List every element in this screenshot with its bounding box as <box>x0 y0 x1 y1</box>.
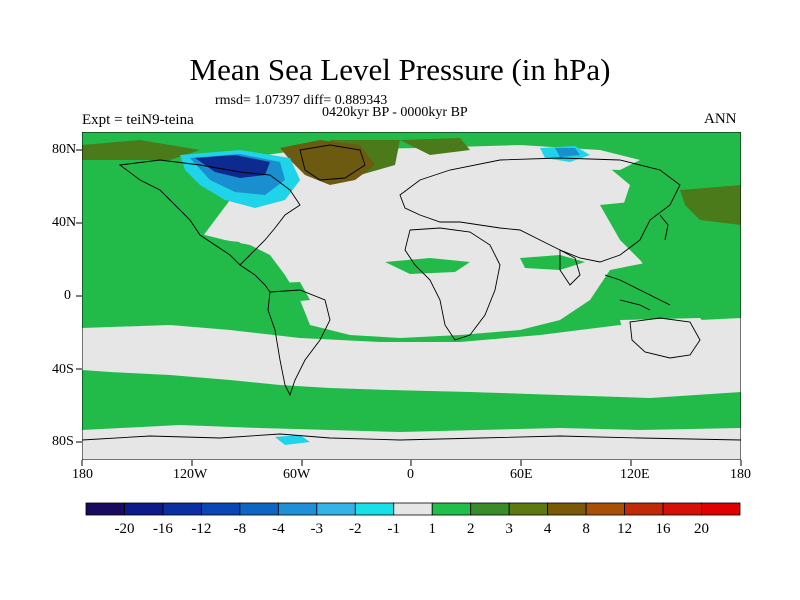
lat-label-80n: 80N <box>52 142 77 157</box>
colorbar-box-15 <box>662 502 702 516</box>
colorbar-box-4 <box>239 502 279 516</box>
colorbar-box-12 <box>547 502 587 516</box>
colorbar-boxes <box>85 502 741 516</box>
period-line: 0420kyr BP - 0000kyr BP <box>322 105 468 120</box>
lat-label-40n: 40N <box>52 215 77 230</box>
colorbar-box-14 <box>624 502 664 516</box>
colorbar-label-15: 20 <box>694 521 709 537</box>
colorbar-box-16 <box>701 502 741 516</box>
stats-line: rmsd= 1.07397 diff= 0.889343 <box>215 93 388 108</box>
colorbar-label-14: 16 <box>656 521 672 537</box>
axis-ticks <box>76 149 742 466</box>
colorbar-box-8 <box>393 502 433 516</box>
colorbar-label-1: -16 <box>153 521 173 537</box>
lon-label-120e: 120E <box>620 467 650 482</box>
colorbar-box-0 <box>85 502 125 516</box>
lon-label-120w: 120W <box>173 467 208 482</box>
lat-label-40s: 40S <box>52 362 74 377</box>
season-label: ANN <box>704 111 737 127</box>
colorbar-box-1 <box>124 502 164 516</box>
colorbar-box-3 <box>201 502 241 516</box>
colorbar-box-2 <box>162 502 202 516</box>
lon-label-180e: 180 <box>730 467 751 482</box>
colorbar-label-2: -12 <box>191 521 211 537</box>
colorbar-label-0: -20 <box>114 521 134 537</box>
colorbar-label-8: 1 <box>428 521 436 537</box>
colorbar-box-6 <box>316 502 356 516</box>
colorbar-label-10: 3 <box>505 521 513 537</box>
lat-label-80s: 80S <box>52 434 74 449</box>
lon-label-180w: 180 <box>72 467 93 482</box>
colorbar-label-7: -1 <box>388 521 401 537</box>
coastlines <box>82 144 741 441</box>
colorbar-label-4: -4 <box>272 521 285 537</box>
colorbar-label-13: 12 <box>617 521 632 537</box>
experiment-line: Expt = teiN9-teina <box>82 112 194 128</box>
colorbar-box-10 <box>470 502 510 516</box>
lon-label-60w: 60W <box>283 467 311 482</box>
colorbar-box-11 <box>508 502 549 516</box>
colorbar-labels: -20 -16 -12 -8 -4 -3 -2 -1 1 2 3 4 8 12 16 20 <box>114 521 709 537</box>
map-title: Mean Sea Level Pressure (in hPa) <box>189 52 611 87</box>
colorbar-box-13 <box>585 502 625 516</box>
colorbar-label-11: 4 <box>544 521 552 537</box>
lon-label-0: 0 <box>407 467 414 482</box>
colorbar-label-3: -8 <box>234 521 247 537</box>
colorbar-box-5 <box>277 502 318 516</box>
lon-label-60e: 60E <box>510 467 533 482</box>
lat-label-0: 0 <box>64 288 71 303</box>
negative-high-regions <box>195 155 270 178</box>
colorbar-label-12: 8 <box>582 521 590 537</box>
colorbar-box-7 <box>354 502 395 516</box>
colorbar-label-6: -2 <box>349 521 362 537</box>
colorbar-box-9 <box>431 502 472 516</box>
positive-small-patches <box>82 160 741 426</box>
colorbar-label-9: 2 <box>467 521 475 537</box>
colorbar-label-5: -3 <box>311 521 324 537</box>
